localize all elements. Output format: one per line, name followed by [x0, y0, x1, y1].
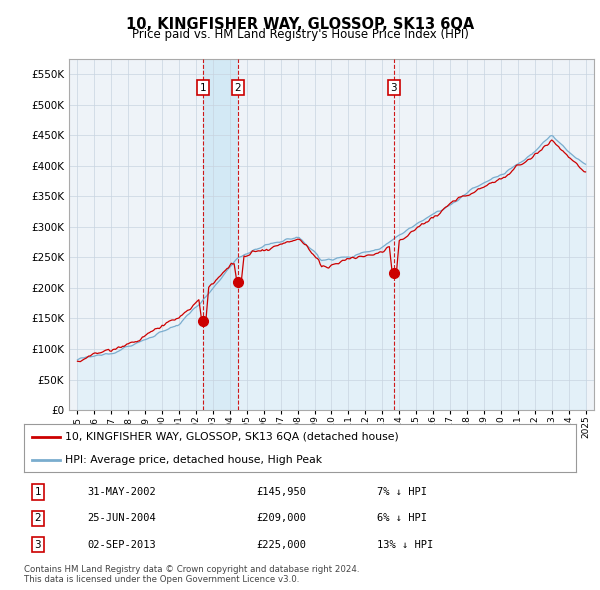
Text: Contains HM Land Registry data © Crown copyright and database right 2024.
This d: Contains HM Land Registry data © Crown c… — [24, 565, 359, 584]
Text: 13% ↓ HPI: 13% ↓ HPI — [377, 539, 434, 549]
Text: 2: 2 — [34, 513, 41, 523]
Text: 10, KINGFISHER WAY, GLOSSOP, SK13 6QA (detached house): 10, KINGFISHER WAY, GLOSSOP, SK13 6QA (d… — [65, 432, 399, 442]
Text: £225,000: £225,000 — [256, 539, 306, 549]
Text: 2: 2 — [235, 83, 241, 93]
Text: 02-SEP-2013: 02-SEP-2013 — [88, 539, 156, 549]
Text: 7% ↓ HPI: 7% ↓ HPI — [377, 487, 427, 497]
Text: Price paid vs. HM Land Registry's House Price Index (HPI): Price paid vs. HM Land Registry's House … — [131, 28, 469, 41]
Text: HPI: Average price, detached house, High Peak: HPI: Average price, detached house, High… — [65, 455, 323, 465]
Text: 3: 3 — [391, 83, 397, 93]
Text: 6% ↓ HPI: 6% ↓ HPI — [377, 513, 427, 523]
Bar — [203, 59, 238, 410]
Text: 1: 1 — [200, 83, 206, 93]
Text: £145,950: £145,950 — [256, 487, 306, 497]
Text: 31-MAY-2002: 31-MAY-2002 — [88, 487, 156, 497]
Text: £209,000: £209,000 — [256, 513, 306, 523]
Text: 3: 3 — [34, 539, 41, 549]
Text: 25-JUN-2004: 25-JUN-2004 — [88, 513, 156, 523]
Text: 1: 1 — [34, 487, 41, 497]
Text: 10, KINGFISHER WAY, GLOSSOP, SK13 6QA: 10, KINGFISHER WAY, GLOSSOP, SK13 6QA — [126, 17, 474, 31]
